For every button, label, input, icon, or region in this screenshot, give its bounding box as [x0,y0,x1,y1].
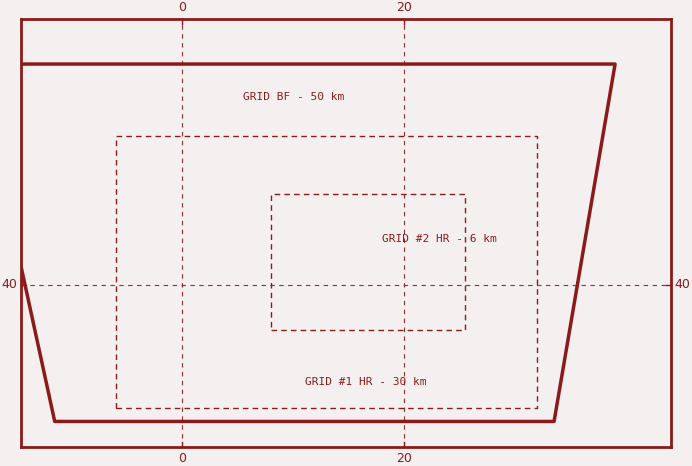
Text: 40: 40 [1,279,17,292]
Text: 20: 20 [397,452,412,465]
Text: GRID #2 HR - 6 km: GRID #2 HR - 6 km [382,234,497,245]
Text: 40: 40 [675,279,691,292]
Text: 20: 20 [397,1,412,14]
Text: GRID #1 HR - 30 km: GRID #1 HR - 30 km [304,377,426,387]
Text: 0: 0 [179,452,186,465]
Text: 0: 0 [179,1,186,14]
Text: GRID BF - 50 km: GRID BF - 50 km [243,91,344,102]
